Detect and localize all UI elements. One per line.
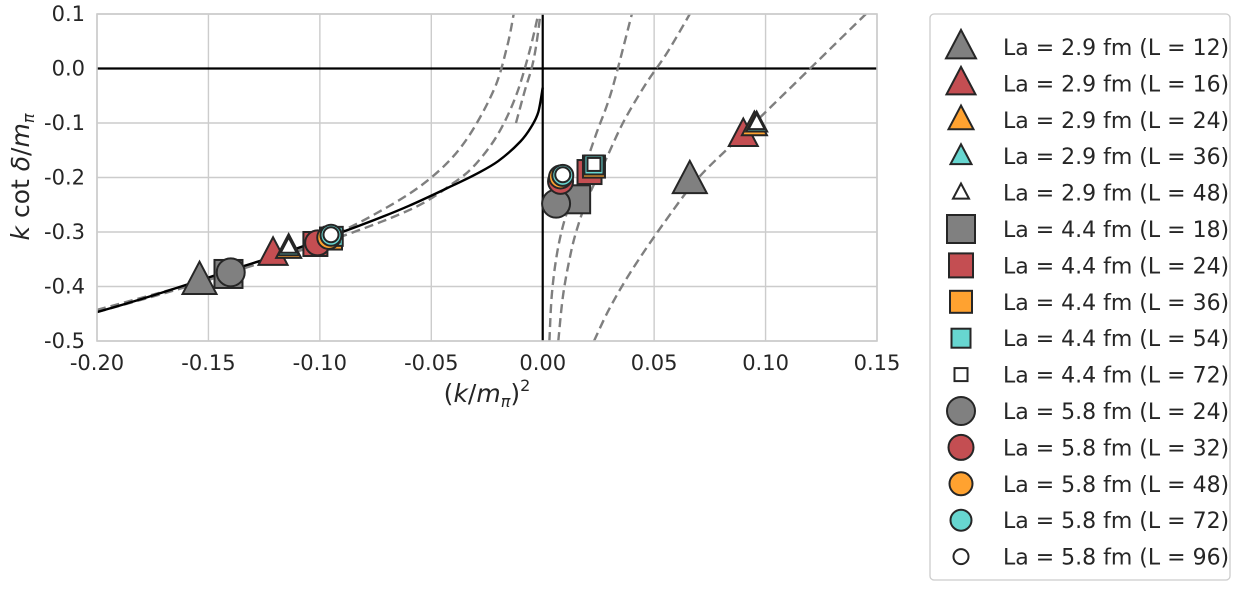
legend-circle-marker bbox=[949, 508, 973, 532]
y-tick-label: 0.1 bbox=[52, 2, 85, 26]
x-tick-label: 0.00 bbox=[519, 351, 566, 375]
y-tick-label: -0.4 bbox=[44, 275, 85, 299]
legend-entry-label: La = 5.8 fm (L = 96) bbox=[1003, 546, 1229, 571]
legend-entry-label: La = 4.4 fm (L = 54) bbox=[1003, 327, 1229, 352]
triangle-marker bbox=[180, 259, 219, 295]
legend-entry-label: La = 4.4 fm (L = 24) bbox=[1003, 254, 1229, 279]
legend-circle-marker bbox=[948, 471, 974, 497]
legend-square-marker bbox=[948, 252, 974, 279]
y-tick-label: -0.5 bbox=[44, 329, 85, 353]
dashed-curve bbox=[557, 14, 691, 341]
legend-entry-label: La = 2.9 fm (L = 48) bbox=[1003, 182, 1229, 207]
x-tick-label: -0.15 bbox=[181, 351, 235, 375]
y-axis-title: k cot δ/mπ bbox=[6, 113, 38, 240]
y-tick-labels: 0.1 0.0 -0.1 -0.2 -0.3 -0.4 -0.5 bbox=[44, 2, 85, 353]
legend-box bbox=[929, 13, 1231, 581]
x-tick-label: -0.05 bbox=[404, 351, 458, 375]
circle-marker bbox=[554, 166, 572, 184]
triangle-marker bbox=[671, 158, 709, 195]
x-tick-label: -0.10 bbox=[293, 351, 347, 375]
y-tick-label: -0.1 bbox=[44, 111, 85, 135]
legend-entry-label: La = 5.8 fm (L = 32) bbox=[1003, 436, 1229, 461]
legend-triangle-marker bbox=[946, 103, 976, 131]
legend-triangle-marker bbox=[951, 181, 971, 200]
legend-circle-marker bbox=[947, 433, 975, 461]
legend-square-marker bbox=[950, 327, 972, 349]
legend-square-marker bbox=[949, 289, 973, 314]
legend: La = 2.9 fm (L = 12) La = 2.9 fm (L = 16)… bbox=[944, 27, 1229, 571]
legend-entry-label: La = 5.8 fm (L = 24) bbox=[1003, 400, 1229, 425]
legend-entry-label: La = 4.4 fm (L = 18) bbox=[1003, 218, 1229, 243]
circle-marker bbox=[322, 226, 340, 244]
legend-triangle-marker bbox=[944, 27, 978, 60]
plot-frame bbox=[96, 13, 878, 342]
x-axis-title: (k/mπ)2 bbox=[444, 376, 531, 411]
square-marker bbox=[586, 156, 602, 172]
y-tick-label: -0.3 bbox=[44, 220, 85, 244]
legend-entry-label: La = 4.4 fm (L = 36) bbox=[1003, 291, 1229, 316]
legend-entry-label: La = 2.9 fm (L = 12) bbox=[1003, 36, 1229, 61]
x-tick-label: 0.15 bbox=[854, 351, 901, 375]
markers bbox=[180, 109, 769, 295]
circle-marker bbox=[215, 257, 246, 288]
y-tick-label: 0.0 bbox=[52, 57, 85, 81]
legend-entry-label: La = 2.9 fm (L = 36) bbox=[1003, 145, 1229, 170]
x-tick-label: 0.05 bbox=[631, 351, 678, 375]
legend-square-marker bbox=[953, 367, 969, 383]
dashed-curve bbox=[97, 14, 515, 314]
legend-entry-label: La = 2.9 fm (L = 16) bbox=[1003, 72, 1229, 97]
legend-triangle-marker bbox=[948, 142, 974, 166]
legend-triangle-marker bbox=[944, 64, 978, 96]
legend-entry-label: La = 4.4 fm (L = 72) bbox=[1003, 364, 1229, 389]
legend-entry-label: La = 5.8 fm (L = 72) bbox=[1003, 509, 1229, 534]
y-tick-label: -0.2 bbox=[44, 166, 85, 190]
x-tick-label: -0.20 bbox=[70, 351, 124, 375]
legend-entry-label: La = 5.8 fm (L = 48) bbox=[1003, 473, 1229, 498]
triangle-marker bbox=[747, 111, 767, 131]
legend-circle-marker bbox=[946, 396, 976, 426]
dashed-curve bbox=[592, 14, 867, 341]
triangle-marker bbox=[279, 235, 299, 254]
x-tick-label: 0.10 bbox=[742, 351, 789, 375]
legend-circle-marker bbox=[952, 548, 970, 566]
legend-square-marker bbox=[946, 214, 976, 244]
dashed-curve bbox=[514, 14, 542, 124]
legend-entry-label: La = 2.9 fm (L = 24) bbox=[1003, 109, 1229, 134]
zero-lines bbox=[97, 14, 877, 341]
x-tick-labels: -0.20 -0.15 -0.10 -0.05 0.00 0.05 0.10 0.15 bbox=[70, 351, 901, 375]
